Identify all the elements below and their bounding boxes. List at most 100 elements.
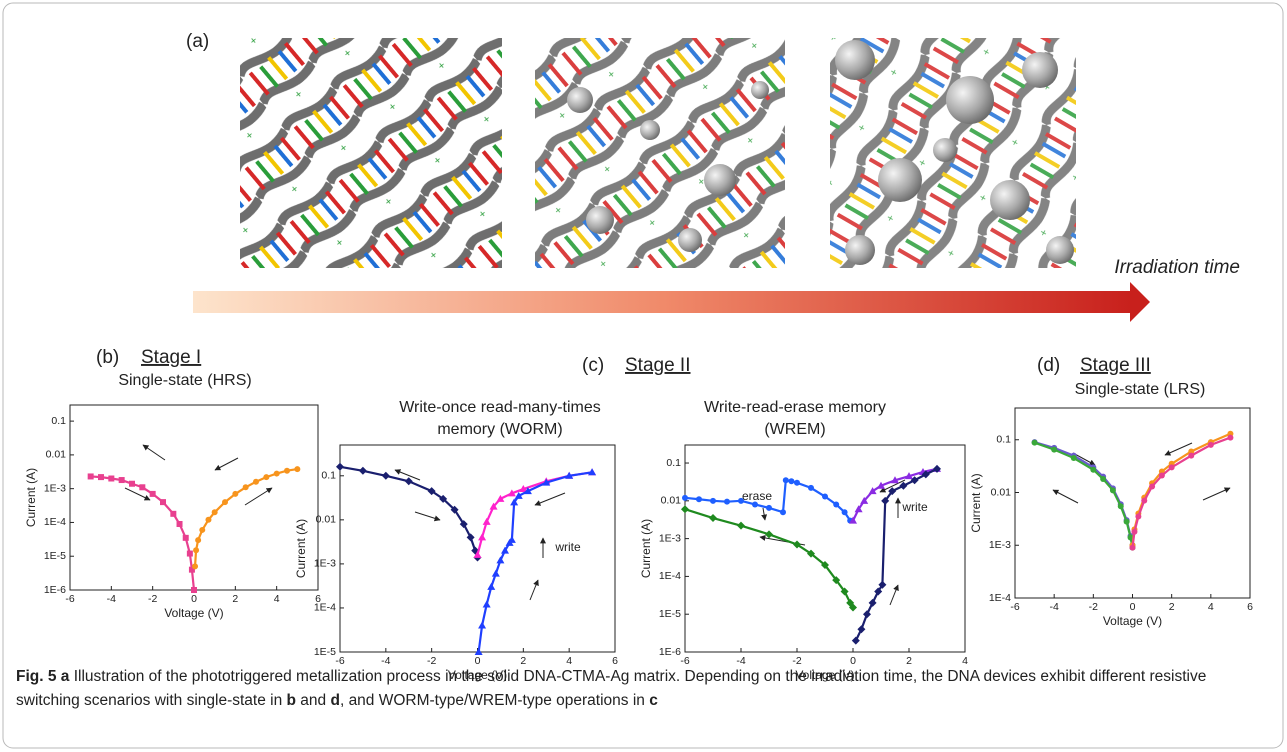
data-point	[474, 648, 483, 655]
data-point	[489, 502, 498, 510]
caption-text: , and WORM-type/WREM-type operations in	[339, 692, 645, 709]
data-point	[1188, 448, 1195, 455]
chart-title: Write-read-erase memory	[704, 399, 886, 416]
data-point	[1168, 464, 1175, 471]
y-tick-label: 0.1	[321, 470, 336, 482]
x-tick-label: 0	[191, 593, 197, 605]
x-tick-label: -2	[427, 655, 436, 667]
x-tick-label: 4	[1208, 601, 1214, 613]
data-point	[496, 556, 505, 564]
time-arrow-head	[1130, 282, 1150, 322]
data-point	[849, 603, 857, 612]
data-point	[794, 479, 800, 486]
data-point	[195, 537, 202, 544]
data-point	[1051, 446, 1058, 453]
data-point	[1158, 472, 1165, 479]
data-point	[222, 499, 228, 506]
data-point	[1188, 452, 1195, 459]
data-point	[176, 520, 183, 527]
data-point	[1135, 513, 1142, 520]
y-tick-label: 1E-6	[659, 646, 681, 658]
x-tick-label: -6	[680, 655, 689, 667]
data-point	[863, 610, 871, 619]
data-point	[205, 516, 212, 523]
stage-label: Stage III	[1080, 355, 1151, 376]
caption-ref: a	[60, 668, 70, 685]
x-tick-label: 2	[1169, 601, 1175, 613]
data-point	[1031, 439, 1038, 446]
data-point	[1109, 487, 1116, 494]
data-point	[473, 550, 482, 558]
data-point	[87, 473, 94, 480]
data-point	[851, 636, 860, 645]
data-point	[496, 494, 505, 502]
data-point	[1123, 518, 1130, 525]
data-point	[450, 505, 459, 514]
x-tick-label: -2	[148, 593, 157, 605]
panel-label: (d)	[1037, 355, 1060, 376]
chart-title: memory (WORM)	[437, 421, 562, 438]
data-point	[507, 489, 516, 497]
data-point	[199, 526, 206, 533]
data-point	[482, 600, 491, 608]
data-point	[336, 462, 344, 471]
data-point	[98, 474, 104, 481]
y-tick-label: 1E-5	[314, 646, 336, 658]
y-tick-label: 0.1	[51, 415, 66, 427]
data-point	[874, 587, 883, 596]
x-tick-label: -4	[1049, 601, 1058, 613]
x-tick-label: -6	[65, 593, 74, 605]
data-point	[510, 498, 519, 506]
data-point	[877, 481, 885, 489]
x-tick-label: -4	[736, 655, 745, 667]
series-line	[1034, 441, 1134, 548]
data-point	[891, 476, 899, 484]
panel-label: (a)	[186, 31, 209, 52]
data-point	[793, 540, 801, 549]
data-point	[514, 491, 523, 499]
data-point	[381, 471, 390, 480]
data-point	[822, 493, 828, 500]
data-point	[860, 496, 869, 504]
y-tick-label: 1E-3	[659, 532, 681, 544]
data-point	[1127, 534, 1134, 541]
y-axis-label: Current (A)	[24, 468, 38, 527]
x-axis-label: Voltage (V)	[164, 606, 223, 620]
data-point	[491, 569, 500, 577]
dna-illustration	[535, 38, 785, 268]
x-tick-label: 0	[475, 655, 481, 667]
data-point	[193, 547, 200, 554]
y-tick-label: 1E-4	[659, 570, 681, 582]
data-point	[808, 484, 814, 491]
data-point	[681, 505, 689, 514]
y-tick-label: 0.01	[991, 486, 1012, 498]
data-point	[501, 546, 509, 554]
x-tick-label: 6	[1247, 601, 1253, 613]
data-point	[899, 481, 908, 490]
x-tick-label: 0	[850, 655, 856, 667]
caption-figure: Fig. 5	[16, 668, 57, 685]
data-point	[188, 566, 195, 573]
caption-ref: d	[330, 692, 340, 709]
data-point	[487, 582, 496, 590]
caption: Fig. 5 a Illustration of the phototrigge…	[16, 665, 1266, 713]
x-axis-label: Voltage (V)	[448, 668, 507, 682]
plot-frame	[69, 404, 319, 591]
data-point	[1117, 503, 1124, 510]
data-point	[910, 476, 919, 485]
y-tick-label: 1E-3	[44, 482, 66, 494]
data-point	[832, 576, 841, 585]
data-point	[868, 598, 877, 607]
data-point	[482, 517, 491, 525]
data-point	[1149, 483, 1156, 490]
data-point	[149, 490, 156, 497]
chart-title: (WREM)	[764, 421, 825, 438]
y-tick-label: 1E-6	[44, 584, 66, 596]
data-point	[284, 467, 290, 474]
data-point	[1227, 434, 1234, 441]
data-point	[1141, 497, 1148, 504]
y-tick-label: 0.1	[996, 434, 1011, 446]
data-point	[542, 478, 551, 486]
